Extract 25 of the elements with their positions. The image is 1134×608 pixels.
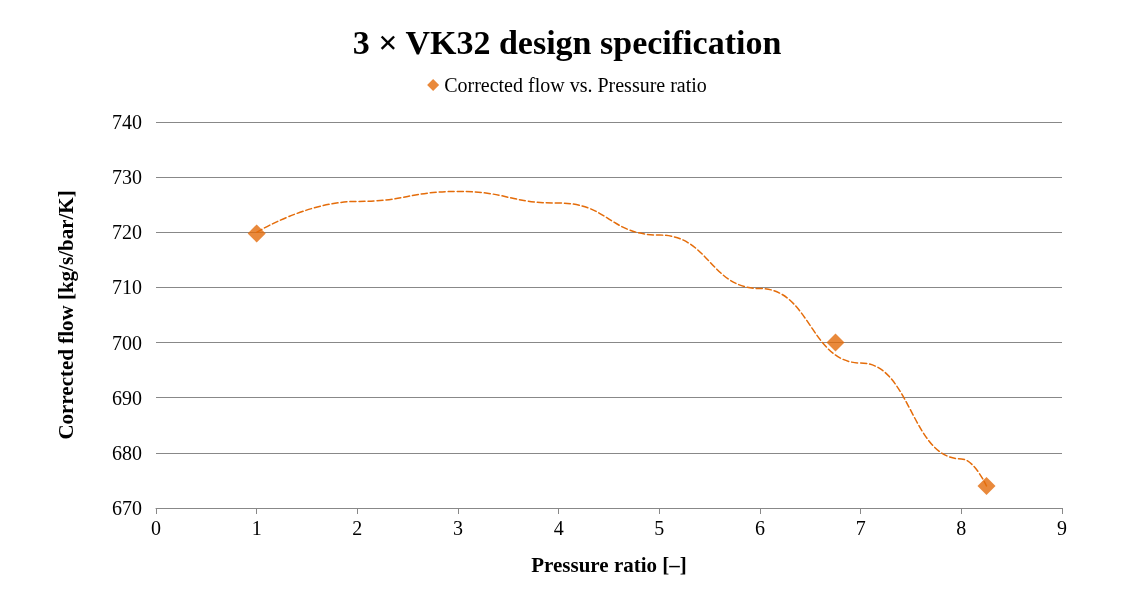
x-axis-title: Pressure ratio [–]: [531, 552, 687, 577]
legend-label: Corrected flow vs. Pressure ratio: [444, 74, 707, 96]
point: [977, 476, 996, 495]
y-tick-label: 680: [112, 441, 142, 464]
x-tick-label: 9: [1057, 517, 1067, 539]
y-tick-label: 710: [112, 276, 142, 299]
x-tick-label: 0: [151, 517, 161, 539]
y-tick-label: 730: [112, 166, 142, 189]
x-tick-label: 5: [654, 517, 665, 539]
y-tick-label: 700: [112, 331, 142, 354]
point: [826, 333, 845, 352]
y-tick-label: 740: [112, 111, 142, 133]
y-axis-title: Corrected flow [kg/s/bar/K]: [53, 190, 78, 440]
x-tick-label: 6: [755, 517, 765, 539]
y-tick-label: 690: [112, 386, 142, 409]
x-tick-label: 1: [251, 517, 262, 539]
x-tick-label: 7: [855, 517, 866, 539]
x-tick-label: 8: [956, 517, 967, 539]
y-tick-label: 670: [112, 497, 142, 519]
y-tick-label: 720: [112, 221, 142, 244]
chart-title: 3 × VK32 design specification: [352, 23, 782, 61]
x-tick-label: 4: [553, 517, 564, 539]
x-tick-label: 2: [352, 517, 363, 539]
point: [247, 224, 266, 243]
x-tick-label: 3: [453, 517, 463, 539]
